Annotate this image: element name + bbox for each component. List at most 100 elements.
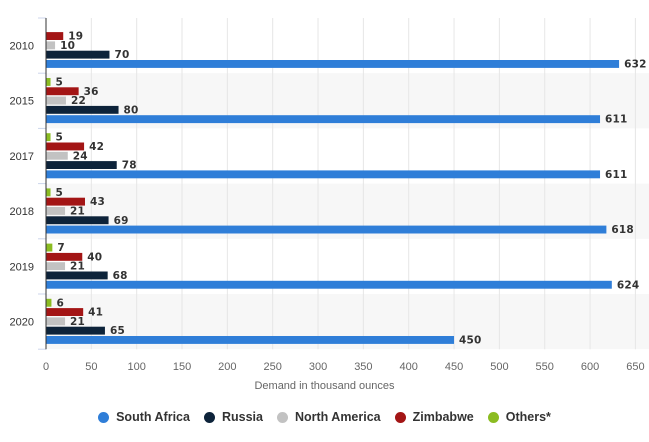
x-tick-label: 450 [445, 361, 463, 373]
bar-north-america-2020[interactable] [46, 317, 66, 326]
bar-russia-2015[interactable] [46, 105, 119, 114]
bar-zimbabwe-2010[interactable] [46, 32, 64, 40]
category-bands [46, 73, 649, 350]
legend-label: Russia [221, 410, 263, 424]
data-label-others-2015: 5 [56, 77, 64, 89]
bar-north-america-2019[interactable] [46, 262, 66, 271]
x-tick-label: 0 [43, 361, 49, 373]
bar-south-africa-2010[interactable] [46, 60, 620, 68]
bar-russia-2018[interactable] [46, 216, 109, 225]
bar-zimbabwe-2015[interactable] [46, 87, 79, 96]
bar-russia-2010[interactable] [46, 50, 110, 59]
data-label-south-africa-2019: 624 [617, 279, 640, 291]
bar-russia-2019[interactable] [46, 271, 108, 280]
x-tick-label: 600 [581, 361, 599, 373]
data-label-zimbabwe-2019: 40 [87, 251, 102, 263]
category-label-2018: 2018 [10, 206, 34, 218]
data-label-zimbabwe-2015: 36 [84, 86, 99, 98]
data-label-south-africa-2018: 618 [611, 224, 634, 236]
x-tick-label: 100 [127, 361, 145, 373]
data-label-russia-2015: 80 [124, 104, 139, 116]
bar-zimbabwe-2018[interactable] [46, 197, 85, 206]
bar-russia-2020[interactable] [46, 326, 105, 335]
bar-south-africa-2020[interactable] [46, 336, 455, 344]
bar-others-2019[interactable] [46, 243, 53, 252]
bar-others-2018[interactable] [46, 188, 51, 197]
legend-item-russia[interactable]: Russia [203, 410, 263, 424]
bar-north-america-2010[interactable] [46, 41, 56, 50]
data-label-north-america-2010: 10 [60, 40, 75, 52]
data-label-north-america-2015: 22 [71, 95, 86, 107]
bar-north-america-2017[interactable] [46, 151, 68, 160]
bar-north-america-2015[interactable] [46, 96, 66, 105]
legend-swatch [276, 411, 288, 423]
bar-zimbabwe-2017[interactable] [46, 142, 85, 151]
bar-north-america-2018[interactable] [46, 207, 66, 215]
legend-item-south-africa[interactable]: South Africa [98, 410, 190, 424]
value-axis: 0 50 100 150 200 250 300 350 400 450 500 550 600 650 [43, 361, 645, 373]
x-tick-label: 650 [626, 361, 644, 373]
x-tick-label: 300 [309, 361, 327, 373]
legend-item-others[interactable]: Others* [487, 410, 551, 424]
legend-swatch [98, 411, 110, 423]
legend-label: Others* [505, 410, 551, 424]
bar-others-2015[interactable] [46, 78, 51, 86]
bar-south-africa-2017[interactable] [46, 170, 601, 179]
x-tick-label: 200 [218, 361, 236, 373]
x-tick-label: 150 [173, 361, 191, 373]
category-label-2020: 2020 [10, 317, 34, 329]
bar-others-2020[interactable] [46, 298, 52, 307]
x-tick-label: 250 [264, 361, 282, 373]
legend-item-north-america[interactable]: North America [276, 410, 381, 424]
data-label-zimbabwe-2020: 41 [88, 307, 103, 319]
data-label-north-america-2019: 21 [70, 261, 85, 273]
bar-zimbabwe-2020[interactable] [46, 308, 84, 316]
data-label-russia-2017: 78 [122, 160, 137, 172]
legend-item-zimbabwe[interactable]: Zimbabwe [394, 410, 474, 424]
x-tick-label: 350 [354, 361, 372, 373]
data-label-russia-2020: 65 [110, 325, 125, 337]
bar-south-africa-2015[interactable] [46, 115, 601, 124]
data-label-south-africa-2015: 611 [605, 114, 628, 126]
legend-label: Zimbabwe [412, 410, 474, 424]
bar-south-africa-2019[interactable] [46, 280, 612, 289]
bars [46, 32, 620, 344]
data-label-north-america-2018: 21 [70, 206, 85, 218]
bar-others-2017[interactable] [46, 133, 51, 142]
data-label-others-2017: 5 [56, 132, 64, 144]
data-label-russia-2018: 69 [114, 215, 129, 227]
data-label-zimbabwe-2017: 42 [89, 141, 104, 153]
data-label-russia-2019: 68 [113, 270, 128, 282]
data-label-south-africa-2017: 611 [605, 169, 628, 181]
legend-label: North America [294, 410, 381, 424]
data-label-south-africa-2010: 632 [624, 59, 647, 71]
data-label-russia-2010: 70 [114, 49, 129, 61]
data-label-zimbabwe-2018: 43 [90, 196, 105, 208]
legend: South Africa Russia North America Zimbabwe O… [0, 410, 649, 424]
bar-russia-2017[interactable] [46, 161, 117, 169]
category-label-2017: 2017 [10, 151, 34, 163]
category-label-2010: 2010 [10, 41, 34, 53]
legend-swatch [203, 411, 215, 423]
data-label-north-america-2020: 21 [70, 316, 85, 328]
data-label-south-africa-2020: 450 [459, 335, 482, 347]
x-tick-label: 50 [85, 361, 97, 373]
legend-swatch [394, 411, 406, 423]
x-tick-label: 500 [490, 361, 508, 373]
legend-swatch [487, 411, 499, 423]
data-label-others-2019: 7 [57, 242, 65, 254]
category-label-2015: 2015 [10, 96, 34, 108]
legend-label: South Africa [116, 410, 190, 424]
x-tick-label: 550 [536, 361, 554, 373]
bar-zimbabwe-2019[interactable] [46, 252, 83, 261]
category-label-2019: 2019 [10, 261, 34, 273]
data-label-north-america-2017: 24 [73, 150, 88, 162]
chart-svg: 1910706325362280611542247861154321696187… [9, 17, 649, 393]
x-axis-title: Demand in thousand ounces [254, 380, 395, 392]
x-tick-label: 400 [400, 361, 418, 373]
data-label-others-2018: 5 [56, 187, 64, 199]
bar-south-africa-2018[interactable] [46, 225, 607, 234]
data-label-zimbabwe-2010: 19 [68, 31, 83, 43]
category-axis: 2010 2015 2017 2018 2019 2020 [10, 17, 47, 350]
